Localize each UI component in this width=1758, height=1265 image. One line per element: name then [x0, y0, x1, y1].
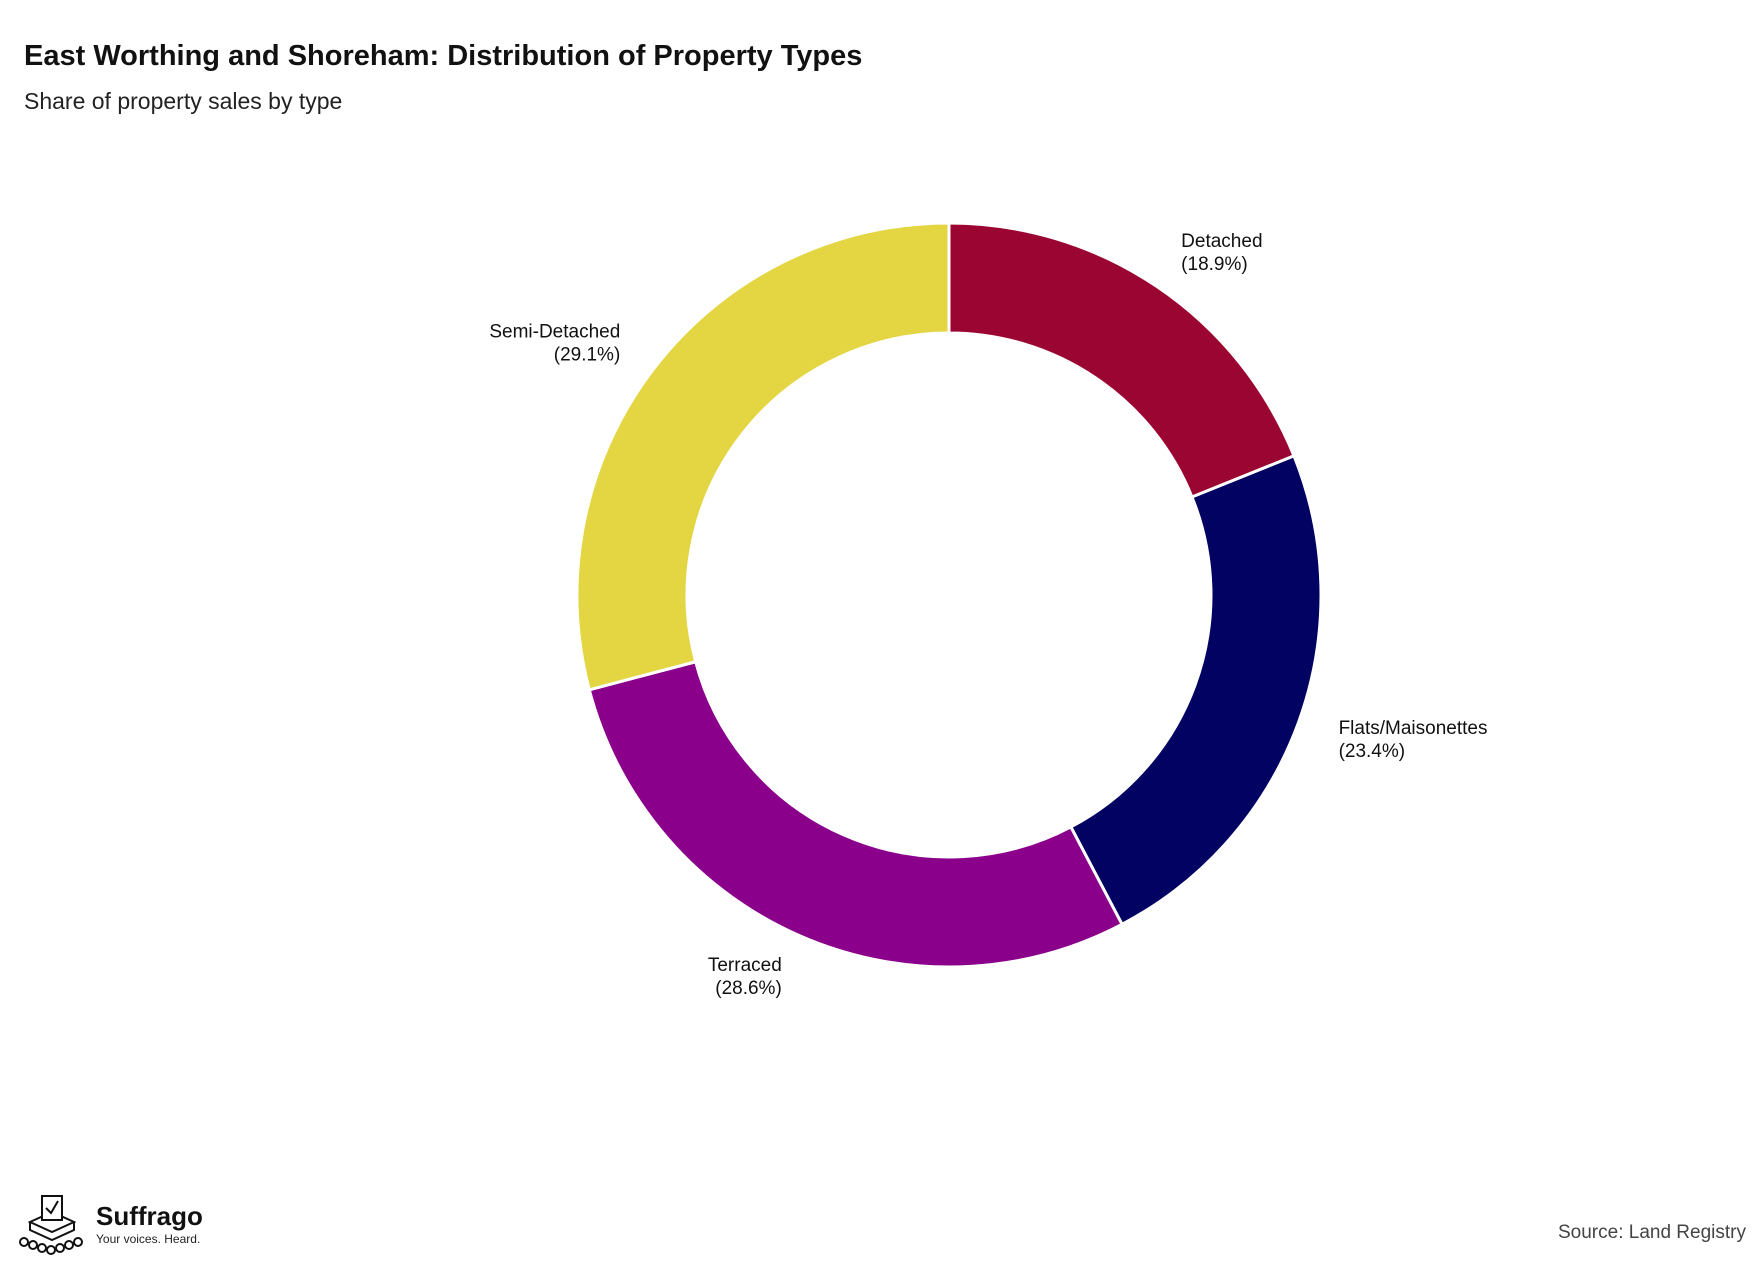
donut-slices: [575, 221, 1323, 969]
ballot-box-icon: [19, 1195, 83, 1255]
brand-tagline: Your voices. Heard.: [96, 1231, 201, 1246]
brand-logo: Suffrago Your voices. Heard.: [16, 1192, 203, 1256]
chart-title: East Worthing and Shoreham: Distribution…: [24, 40, 863, 72]
slice-terraced: [587, 659, 1125, 969]
source-note: Source: Land Registry: [1558, 1222, 1746, 1243]
slice-semi-detached: [575, 221, 951, 692]
chart-subtitle: Share of property sales by type: [24, 88, 343, 114]
slice-label-detached: Detached (18.9%): [1181, 231, 1262, 275]
brand-name: Suffrago: [96, 1200, 203, 1231]
slice-label-semi-detached: Semi-Detached (29.1%): [489, 322, 620, 366]
slice-label-flats-maisonettes: Flats/Maisonettes (23.4%): [1339, 718, 1488, 762]
donut-labels: Detached (18.9%) Flats/Maisonettes (23.4%) T…: [489, 231, 1487, 999]
slice-label-terraced: Terraced (28.6%): [708, 955, 782, 999]
slice-flats-maisonettes: [1068, 453, 1323, 927]
